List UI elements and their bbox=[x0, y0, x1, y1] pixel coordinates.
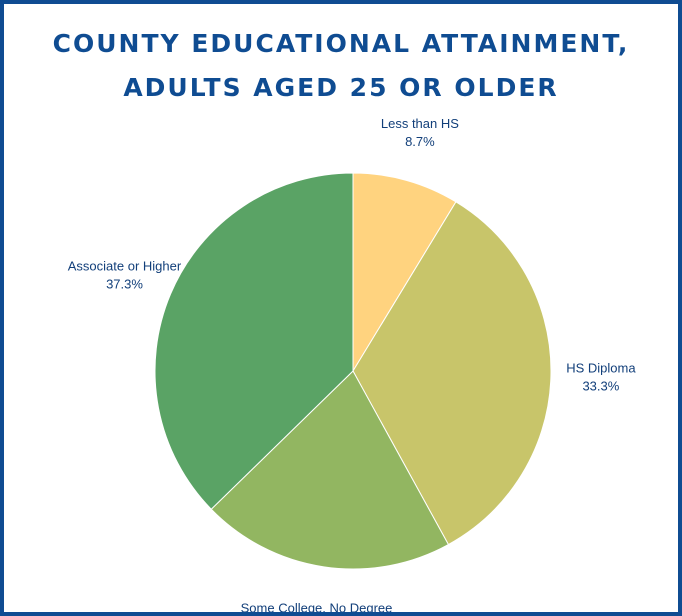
slice-label-1: HS Diploma 33.3% bbox=[566, 361, 636, 394]
pie-slice-1 bbox=[352, 201, 552, 546]
pie-slice-2 bbox=[210, 370, 450, 570]
chart-title: COUNTY EDUCATIONAL ATTAINMENT, ADULTS AG… bbox=[4, 22, 678, 110]
slice-label-name: Less than HS bbox=[381, 116, 459, 131]
slice-label-value: 37.3% bbox=[106, 277, 143, 292]
chart-title-line-1: COUNTY EDUCATIONAL ATTAINMENT, bbox=[52, 29, 630, 58]
slice-label-name: Associate or Higher bbox=[68, 259, 182, 274]
pie-slice-3 bbox=[154, 172, 354, 510]
pie-chart: Less than HS 8.7% HS Diploma 33.3% Some Coll… bbox=[68, 116, 637, 612]
chart-title-line-2: ADULTS AGED 25 OR OLDER bbox=[123, 73, 559, 102]
slice-label-value: 8.7% bbox=[405, 134, 435, 149]
slice-label-2: Some College, No Degree20.7% bbox=[241, 600, 393, 612]
slice-label-name: HS Diploma bbox=[566, 361, 636, 376]
slice-label-value: 33.3% bbox=[582, 379, 619, 394]
slice-label-0: Less than HS 8.7% bbox=[381, 116, 459, 149]
slice-label-3: Associate or Higher 37.3% bbox=[68, 259, 182, 292]
slice-label-name: Some College, No Degree bbox=[241, 600, 393, 612]
pie-slice-0 bbox=[352, 172, 457, 373]
